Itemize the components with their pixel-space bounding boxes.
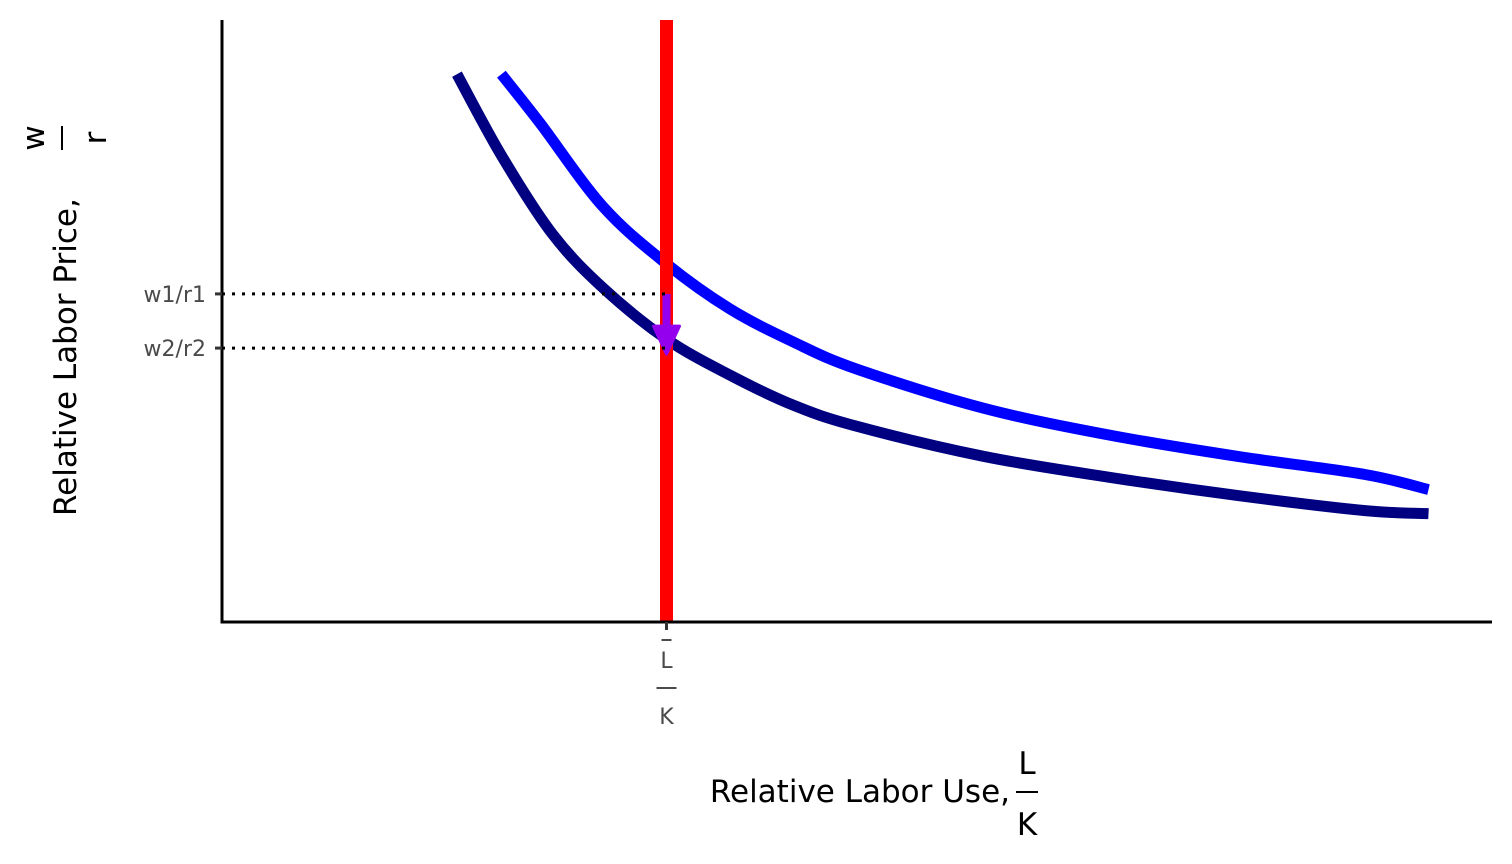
y-axis-title-group: Relative Labor Price,	[48, 198, 84, 516]
y-axis-title-denominator: r	[78, 131, 114, 144]
y-tick-label: w1/r1	[144, 283, 206, 308]
shift-arrow-head	[652, 324, 681, 356]
ticks-layer: w1/r1 w2/r2 L K	[144, 283, 677, 730]
y-axis-title-numerator: w	[16, 125, 52, 150]
demand-curve-1	[497, 70, 1430, 495]
y-axis-title: Relative Labor Price,	[48, 198, 84, 516]
x-tick-denominator: K	[659, 705, 674, 730]
guide-lines-layer	[222, 292, 667, 350]
x-axis-title: Relative Labor Use,	[710, 774, 1010, 810]
x-axis-title-denominator: K	[1017, 807, 1038, 843]
x-tick-numerator: L	[660, 649, 673, 674]
y-tick-label: w2/r2	[144, 337, 206, 362]
demand-curve-2	[452, 71, 1429, 520]
x-axis-title-numerator: L	[1018, 746, 1036, 782]
curves-layer	[452, 20, 1430, 622]
y-axis-fraction-group: w r	[16, 125, 114, 150]
